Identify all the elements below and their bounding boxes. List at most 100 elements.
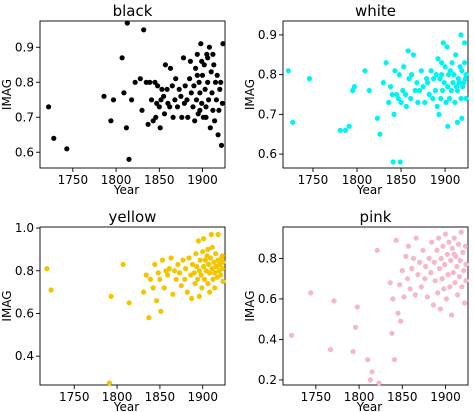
- x-tick-label: 1750: [59, 390, 90, 404]
- x-tick-label: 1750: [298, 173, 329, 187]
- data-point: [174, 104, 181, 110]
- data-point: [199, 58, 205, 64]
- data-point: [439, 87, 446, 94]
- y-axis-label: IMAG: [243, 290, 257, 321]
- data-point: [214, 72, 220, 78]
- data-point: [449, 60, 455, 66]
- data-point: [201, 276, 207, 282]
- data-point: [158, 308, 164, 314]
- data-point: [208, 231, 214, 238]
- data-point: [451, 72, 457, 78]
- data-point: [423, 263, 429, 270]
- data-point: [447, 68, 453, 74]
- data-point: [456, 80, 462, 86]
- data-point: [191, 83, 197, 89]
- data-point: [123, 125, 129, 131]
- data-point: [199, 100, 205, 106]
- data-point: [198, 41, 204, 47]
- data-point: [187, 58, 193, 64]
- data-point: [289, 332, 295, 338]
- x-tick-label: 1750: [58, 173, 89, 187]
- data-point: [433, 72, 439, 78]
- data-point: [155, 83, 161, 89]
- data-point: [206, 44, 212, 50]
- data-point: [402, 91, 409, 98]
- data-point: [374, 115, 380, 121]
- data-point: [391, 111, 397, 117]
- data-point: [450, 80, 456, 86]
- data-point: [390, 159, 396, 165]
- data-point: [191, 270, 197, 276]
- y-tick-label: 0.7: [258, 107, 277, 121]
- data-point: [44, 266, 50, 272]
- data-point: [161, 285, 167, 291]
- data-point: [170, 114, 176, 120]
- data-point: [463, 95, 469, 102]
- panel-pink: pink 1750 1800 1850 1900 0.2 0.4 0.6 0.8 Year IMAG: [243, 208, 469, 412]
- data-point: [46, 104, 52, 110]
- data-point: [203, 104, 209, 110]
- data-point: [331, 298, 337, 304]
- data-point: [438, 255, 444, 261]
- y-tick-label: 0.9: [258, 28, 277, 42]
- data-point: [161, 93, 167, 99]
- data-point: [195, 238, 201, 244]
- data-point: [290, 119, 296, 125]
- data-point: [200, 249, 206, 255]
- data-point: [448, 257, 454, 263]
- data-point: [156, 104, 162, 110]
- data-point: [431, 76, 437, 82]
- data-point: [418, 284, 424, 290]
- data-point: [461, 268, 467, 274]
- data-point: [461, 80, 467, 86]
- data-point: [108, 293, 114, 299]
- data-point: [201, 263, 207, 270]
- data-point: [405, 243, 411, 249]
- data-point: [139, 107, 145, 113]
- x-axis-label: Year: [356, 400, 382, 412]
- data-point: [449, 245, 455, 251]
- data-point: [390, 296, 396, 302]
- data-point: [147, 276, 154, 282]
- data-point: [203, 114, 209, 120]
- data-point: [460, 84, 466, 90]
- data-point: [417, 259, 423, 265]
- data-point: [176, 86, 182, 92]
- y-tick-label: 0.4: [258, 332, 277, 346]
- data-point: [397, 159, 403, 165]
- data-point: [408, 95, 414, 102]
- data-point: [398, 99, 404, 105]
- data-point: [460, 249, 466, 255]
- data-point: [440, 40, 446, 46]
- panel-title: yellow: [109, 208, 157, 226]
- x-tick-label: 1900: [430, 173, 461, 187]
- data-point: [189, 261, 196, 267]
- data-point: [183, 266, 189, 272]
- data-point: [193, 251, 199, 257]
- data-point: [455, 292, 461, 298]
- data-point: [159, 257, 166, 263]
- x-tick-label: 1800: [342, 173, 373, 187]
- data-point: [383, 60, 389, 66]
- x-axis-label: Year: [356, 183, 382, 197]
- data-point: [459, 284, 465, 290]
- data-point: [202, 257, 208, 263]
- y-tick-label: 0.2: [258, 373, 277, 387]
- data-point: [209, 244, 215, 250]
- data-point: [441, 286, 447, 292]
- data-point: [449, 312, 455, 318]
- data-point: [213, 97, 219, 103]
- data-point: [445, 123, 451, 129]
- data-point: [197, 90, 203, 96]
- data-point: [409, 72, 415, 78]
- data-point: [212, 285, 218, 291]
- data-point: [213, 251, 219, 257]
- panel-title: black: [113, 2, 153, 20]
- data-point: [153, 114, 159, 120]
- data-point: [110, 97, 117, 103]
- data-point: [192, 281, 198, 287]
- data-point: [171, 268, 178, 274]
- data-point: [210, 107, 216, 113]
- data-point: [459, 68, 465, 74]
- data-point: [162, 62, 168, 68]
